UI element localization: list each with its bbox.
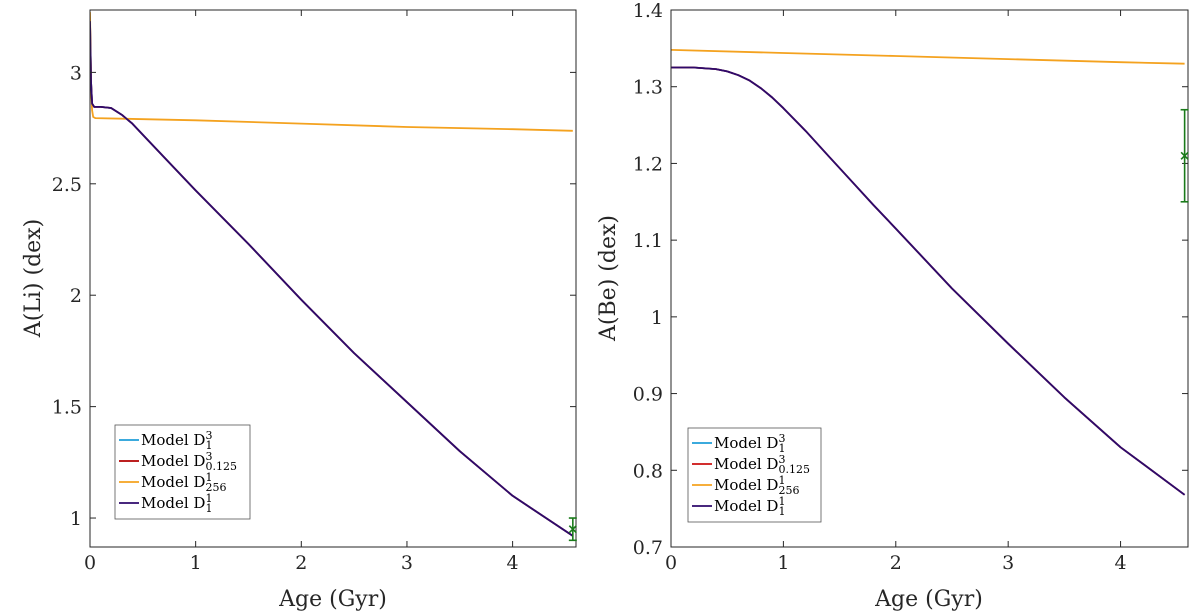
observation-point-left [568, 517, 577, 542]
x-tick-label-left-1: 1 [190, 552, 202, 574]
plot-frame-left [89, 9, 577, 548]
x-tick-label-right-4: 4 [1115, 552, 1127, 574]
y-tick-label-left-4: 3 [70, 62, 82, 84]
observation-point-right [1180, 108, 1189, 203]
y-axis-label-left: A(Li) (dex) [21, 219, 46, 338]
x-axis-label-left: Age (Gyr) [278, 587, 387, 612]
y-tick-label-right-1: 0.8 [633, 460, 663, 482]
legend-label-right-2: Model D1 256 [714, 474, 799, 497]
series-line-right-2 [671, 49, 1185, 65]
series-line-right-3 [671, 66, 1186, 496]
plot-frame-right [670, 9, 1189, 548]
y-tick-label-right-0: 0.7 [633, 537, 663, 559]
series-line-left-2 [90, 12, 573, 132]
series-line-left-3 [90, 21, 574, 537]
legend-entry-right-2: Model D1 256 [692, 474, 799, 497]
plot-area-left [90, 12, 574, 537]
legend-label-left-1: Model D3 0.125 [141, 450, 237, 473]
x-tick-label-right-1: 1 [777, 552, 789, 574]
plot-area-right [671, 49, 1186, 496]
legend-entry-left-3: Model D1 1 [119, 492, 212, 515]
x-tick-label-left-0: 0 [84, 552, 96, 574]
x-tick-label-right-2: 2 [890, 552, 902, 574]
x-tick-label-left-4: 4 [507, 552, 519, 574]
legend-label-left-3: Model D1 1 [141, 492, 212, 515]
x-axis-label-right: Age (Gyr) [874, 587, 983, 612]
legend-entry-right-3: Model D1 1 [692, 495, 785, 518]
x-tick-label-left-2: 2 [295, 552, 307, 574]
y-tick-label-left-2: 2 [70, 285, 82, 307]
ticks-right: 0 1 2 3 4 0.7 0.8 0.9 1 1.1 1.2 1.3 1.4 [633, 0, 1188, 574]
y-tick-label-left-3: 2.5 [52, 174, 82, 196]
legend-label-left-0: Model D3 1 [141, 429, 212, 452]
y-tick-label-left-0: 1 [70, 508, 82, 530]
chart-left: 0 1 2 3 411.522.53 Age (Gyr) A(Li) (dex) Mod… [21, 9, 577, 612]
y-axis-label-right: A(Be) (dex) [596, 215, 621, 342]
legend-label-right-1: Model D3 0.125 [714, 453, 810, 476]
x-tick-label-left-3: 3 [401, 552, 413, 574]
legend-entry-left-2: Model D1 256 [119, 471, 226, 494]
y-tick-label-right-2: 0.9 [633, 384, 663, 406]
legend-entry-left-0: Model D3 1 [119, 429, 212, 452]
y-tick-label-left-1: 1.5 [52, 397, 82, 419]
x-tick-label-right-3: 3 [1002, 552, 1014, 574]
legend-entry-right-1: Model D3 0.125 [692, 453, 810, 476]
y-tick-label-right-6: 1.3 [633, 77, 663, 99]
x-tick-label-right-0: 0 [665, 552, 677, 574]
legend-entry-right-0: Model D3 1 [692, 432, 785, 455]
y-tick-label-right-3: 1 [651, 307, 663, 329]
y-tick-label-right-5: 1.2 [633, 153, 663, 175]
legend-label-right-3: Model D1 1 [714, 495, 785, 518]
legend-label-left-2: Model D1 256 [141, 471, 226, 494]
legend-label-right-0: Model D3 1 [714, 432, 785, 455]
legend-entry-left-1: Model D3 0.125 [119, 450, 237, 473]
chart-right: 0 1 2 3 4 0.7 0.8 0.9 1 1.1 1.2 1.3 1.4 Age (Gyr) A(… [596, 0, 1189, 612]
ticks-left: 0 1 2 3 411.522.53 [52, 10, 576, 574]
y-tick-label-right-4: 1.1 [633, 230, 663, 252]
y-tick-label-right-7: 1.4 [633, 0, 663, 22]
